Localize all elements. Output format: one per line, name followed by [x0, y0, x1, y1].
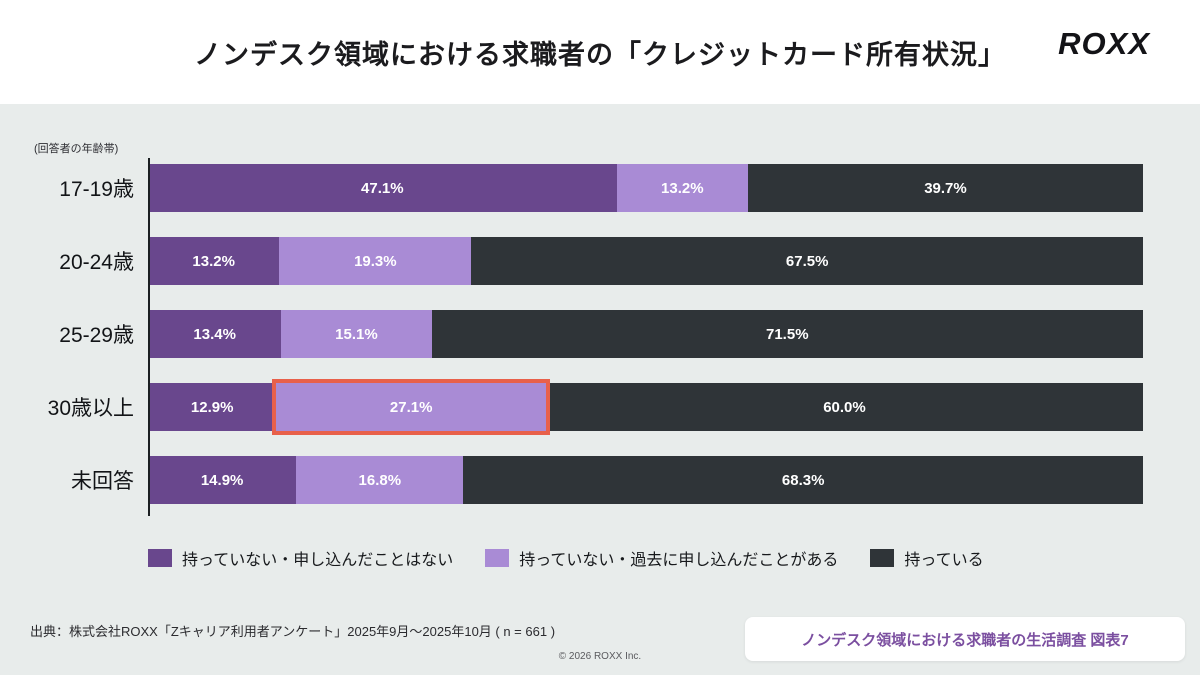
- segment-value: 12.9%: [190, 398, 234, 416]
- stacked-bar: 14.9% 16.8% 68.3%: [148, 456, 1143, 504]
- segment-value: 47.1%: [361, 179, 404, 197]
- segment-value: 14.9%: [200, 471, 244, 489]
- chart-row: 未回答 14.9% 16.8% 68.3%: [30, 456, 1143, 504]
- copyright-note: © 2026 ROXX Inc.: [558, 651, 642, 662]
- segment-value: 67.5%: [785, 252, 829, 270]
- source-note: 出典：株式会社ROXX「Zキャリア利用者アンケート」2025年9月〜2025年1…: [30, 624, 556, 639]
- segment-value: 60.0%: [823, 398, 866, 416]
- bar-segment: 19.3%: [279, 237, 472, 285]
- legend-label: 持っている: [904, 552, 984, 569]
- chart-rows: 17-19歳 47.1% 13.2% 39.7% 20-24歳 13.2% 19.3% 67.…: [30, 164, 1143, 504]
- bar-segment: 13.2%: [616, 164, 748, 212]
- legend-item: 持っている: [870, 546, 984, 570]
- roxx-logo: ROXX: [1058, 26, 1150, 61]
- segment-value: 13.2%: [192, 252, 235, 270]
- chart-row: 25-29歳 13.4% 15.1% 71.5%: [30, 310, 1143, 358]
- stacked-bar: 47.1% 13.2% 39.7%: [148, 164, 1143, 212]
- category-label: 25-29歳: [59, 324, 134, 347]
- axis-note: (回答者の年齢帯): [34, 143, 119, 155]
- category-label: 17-19歳: [59, 178, 134, 201]
- segment-value: 16.8%: [358, 471, 402, 489]
- legend-swatch: [148, 549, 172, 567]
- bar-segment: 16.8%: [296, 456, 464, 504]
- category-label: 未回答: [71, 470, 134, 493]
- bar-segment: 13.4%: [148, 310, 282, 358]
- segment-value: 68.3%: [781, 471, 825, 489]
- bar-segment: 68.3%: [463, 456, 1143, 504]
- segment-value: 71.5%: [766, 325, 809, 343]
- bar-segment: 12.9%: [148, 383, 277, 431]
- category-label: 20-24歳: [59, 251, 134, 274]
- bar-segment: 67.5%: [471, 237, 1143, 285]
- segment-value: 19.3%: [354, 252, 397, 270]
- bar-segment: 60.0%: [545, 383, 1143, 431]
- bar-segment: 15.1%: [281, 310, 432, 358]
- page-title: ノンデスク領域における求職者の「クレジットカード所有状況」: [194, 39, 1006, 70]
- chart-section: (回答者の年齢帯) 17-19歳 47.1% 13.2% 39.7% 20-24歳 13.…: [0, 104, 1200, 570]
- legend-swatch: [485, 549, 510, 567]
- bar-segment: 47.1%: [148, 164, 617, 212]
- bar-segment: 39.7%: [747, 164, 1143, 212]
- segment-value: 27.1%: [389, 398, 433, 416]
- header: ノンデスク領域における求職者の「クレジットカード所有状況」 ROXX: [0, 0, 1200, 104]
- legend-item: 持っていない・申し込んだことはない: [148, 546, 453, 570]
- stacked-bar: 13.4% 15.1% 71.5%: [148, 310, 1143, 358]
- y-axis-line: [148, 158, 150, 516]
- bar-chart: 17-19歳 47.1% 13.2% 39.7% 20-24歳 13.2% 19.3% 67.…: [30, 158, 1143, 516]
- segment-value: 13.4%: [193, 325, 236, 343]
- stacked-bar: 13.2% 19.3% 67.5%: [148, 237, 1143, 285]
- segment-value: 39.7%: [924, 179, 967, 197]
- bar-segment: 71.5%: [431, 310, 1143, 358]
- chart-row: 30歳以上 12.9% 27.1% 60.0%: [30, 379, 1143, 435]
- legend-label: 持っていない・過去に申し込んだことがある: [519, 552, 839, 569]
- bar-segment-highlighted: 27.1%: [272, 379, 550, 435]
- category-label: 30歳以上: [47, 397, 134, 420]
- chart-legend: 持っていない・申し込んだことはない 持っていない・過去に申し込んだことがある 持って…: [148, 546, 1143, 570]
- legend-label: 持っていない・申し込んだことはない: [182, 552, 454, 569]
- figure-badge: ノンデスク領域における求職者の生活調査 図表7: [745, 617, 1185, 661]
- chart-row: 20-24歳 13.2% 19.3% 67.5%: [30, 237, 1143, 285]
- chart-row: 17-19歳 47.1% 13.2% 39.7%: [30, 164, 1143, 212]
- bar-segment: 13.2%: [148, 237, 280, 285]
- segment-value: 15.1%: [335, 325, 378, 343]
- bar-segment: 14.9%: [148, 456, 297, 504]
- stacked-bar: 12.9% 27.1% 60.0%: [148, 379, 1143, 435]
- segment-value: 13.2%: [661, 179, 704, 197]
- legend-item: 持っていない・過去に申し込んだことがある: [485, 546, 838, 570]
- legend-swatch: [870, 549, 895, 567]
